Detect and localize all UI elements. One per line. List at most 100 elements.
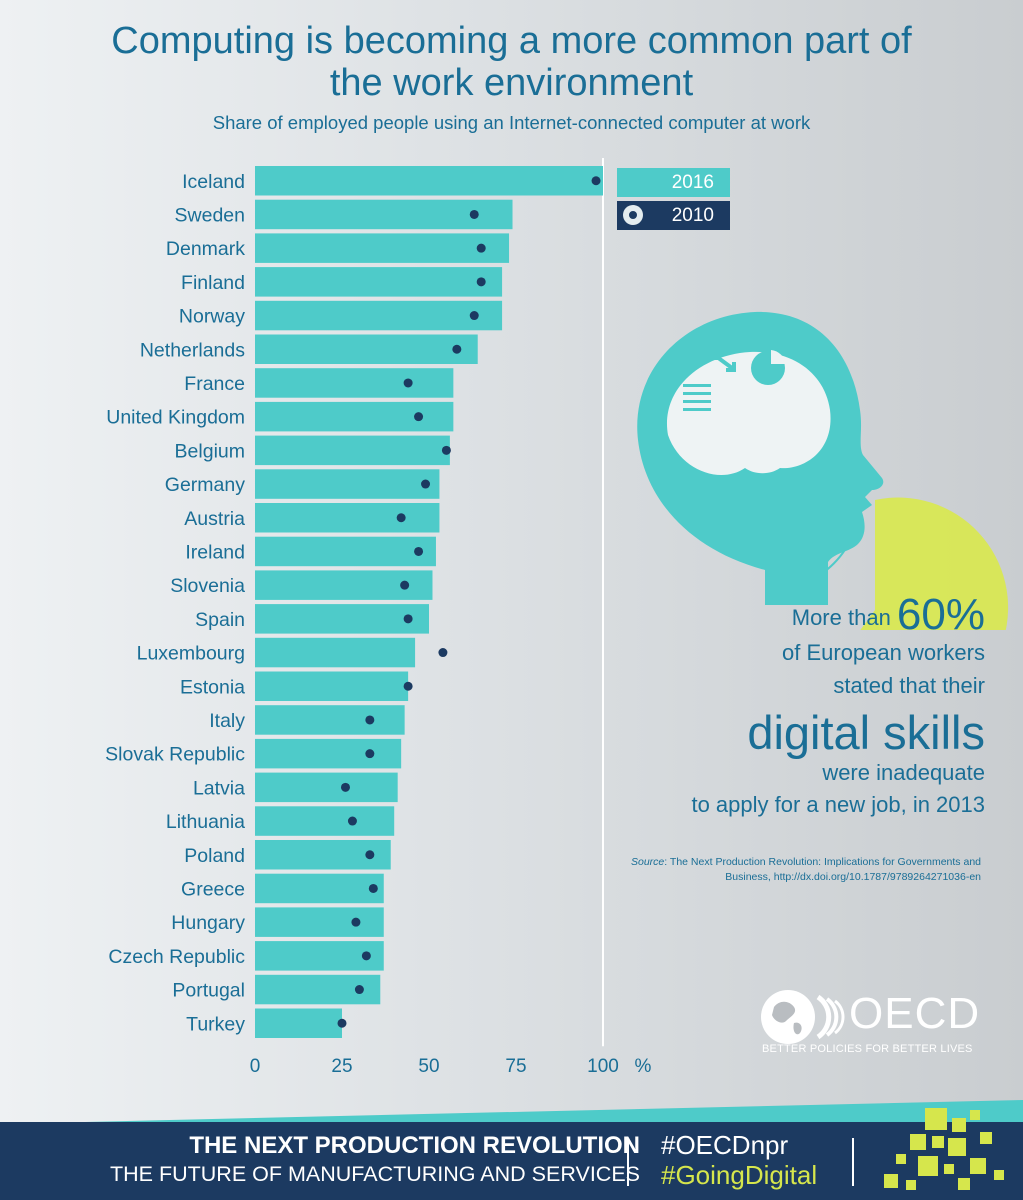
dot-2010 xyxy=(441,445,451,455)
country-label: Belgium xyxy=(175,440,245,462)
dot-2010 xyxy=(347,816,357,826)
source-label: Source xyxy=(631,856,665,868)
x-tick-label: 50 xyxy=(418,1056,439,1077)
chart-subtitle: Share of employed people using an Intern… xyxy=(212,112,811,133)
bar-2016 xyxy=(255,401,454,432)
bar-2016 xyxy=(255,503,440,533)
country-label: Estonia xyxy=(180,676,245,698)
bar-2016 xyxy=(255,738,402,769)
dot-2010 xyxy=(361,951,371,961)
bar-2016 xyxy=(255,300,503,331)
dot-2010 xyxy=(365,749,375,759)
bar-2016 xyxy=(255,772,398,803)
dot-2010 xyxy=(403,681,413,691)
source-text: : The Next Production Revolution: Implic… xyxy=(664,856,981,883)
x-tick-label: 0 xyxy=(250,1056,261,1077)
dot-2010 xyxy=(354,985,364,995)
country-label: Lithuania xyxy=(166,811,245,833)
dot-2010 xyxy=(421,479,431,489)
dot-2010 xyxy=(452,344,462,354)
hashtag-goingdigital[interactable]: #GoingDigital xyxy=(661,1160,818,1190)
chart-title: Computing is becoming a more common part… xyxy=(0,20,1023,104)
bar-2016 xyxy=(255,907,384,937)
legend-dot-icon xyxy=(623,205,643,225)
head-silhouette-icon xyxy=(637,311,1009,630)
oecd-logo-text: OECD xyxy=(849,989,981,1038)
dot-2010 xyxy=(368,883,378,893)
x-unit-label: % xyxy=(635,1056,652,1077)
country-label: Finland xyxy=(181,272,245,294)
country-label: Hungary xyxy=(171,912,245,934)
dot-2010 xyxy=(396,513,406,523)
pixel-squares-icon xyxy=(884,1108,1004,1190)
dot-2010 xyxy=(403,614,413,624)
callout-prefix: More than xyxy=(791,605,897,630)
country-label: Denmark xyxy=(166,238,245,260)
footer-divider xyxy=(627,1138,629,1186)
bar-2016 xyxy=(255,267,503,297)
country-label: Germany xyxy=(165,474,245,496)
country-label: Ireland xyxy=(185,541,245,563)
callout-percent: 60% xyxy=(896,590,985,639)
x-tick-label: 75 xyxy=(505,1056,526,1077)
footer-divider-2 xyxy=(852,1138,854,1186)
bar-2016 xyxy=(255,469,440,499)
country-label: Spain xyxy=(195,609,245,631)
country-label: Luxembourg xyxy=(137,643,245,665)
bar-2016 xyxy=(255,873,384,904)
legend-2016-label: 2016 xyxy=(671,172,714,193)
callout-digital-skills: digital skills xyxy=(747,706,985,759)
dot-2010 xyxy=(403,378,413,388)
bar-chart: Iceland Sweden Denmark Finland Norway Netherl… xyxy=(105,158,652,1077)
country-label: Turkey xyxy=(186,1013,245,1035)
country-label: Slovenia xyxy=(170,575,245,597)
dot-2010 xyxy=(351,917,361,927)
callout-line-5: were inadequate xyxy=(822,760,985,785)
country-label: Austria xyxy=(184,508,245,530)
title-line-2: the work environment xyxy=(329,62,694,104)
country-label: Iceland xyxy=(182,171,245,193)
footer-accent-strip xyxy=(0,1100,1023,1124)
dot-2010 xyxy=(476,243,486,253)
x-tick-label: 100 xyxy=(587,1056,619,1077)
country-label: Netherlands xyxy=(140,339,245,361)
country-label: Italy xyxy=(209,710,245,732)
country-label: Portugal xyxy=(172,980,245,1002)
country-label: Norway xyxy=(179,306,245,328)
footer-title: THE NEXT PRODUCTION REVOLUTION xyxy=(189,1132,640,1159)
bar-2016 xyxy=(255,368,454,398)
callout-line-6: to apply for a new job, in 2013 xyxy=(691,792,985,817)
oecd-globe-icon xyxy=(761,990,845,1044)
callout-line-3: stated that their xyxy=(833,673,985,698)
bar-2016 xyxy=(255,199,513,230)
callout-line-1: More than 60% xyxy=(792,590,985,640)
dot-2010 xyxy=(414,546,424,556)
bar-2016 xyxy=(255,806,395,836)
bar-2016 xyxy=(255,604,429,634)
bar-2016 xyxy=(255,435,450,466)
bar-2016 xyxy=(255,166,603,196)
dot-2010 xyxy=(400,580,410,590)
country-label: Sweden xyxy=(175,204,245,226)
dot-2010 xyxy=(414,412,424,422)
hashtag-oecdnpr[interactable]: #OECDnpr xyxy=(661,1130,789,1160)
dot-2010 xyxy=(476,277,486,287)
country-label: Greece xyxy=(181,878,245,900)
legend-2010-label: 2010 xyxy=(671,205,714,226)
callout-line-2: of European workers xyxy=(782,640,985,665)
legend-2010: 2010 xyxy=(617,201,730,230)
country-label: Slovak Republic xyxy=(105,744,245,766)
bar-2016 xyxy=(255,705,405,735)
bar-2016 xyxy=(255,536,436,567)
bar-2016 xyxy=(255,334,478,364)
source-note: Source: The Next Production Revolution: … xyxy=(591,855,981,885)
country-label: Poland xyxy=(184,845,245,867)
x-tick-label: 25 xyxy=(331,1056,352,1077)
bar-2016 xyxy=(255,671,409,701)
dot-2010 xyxy=(340,782,350,792)
country-label: Latvia xyxy=(193,777,245,799)
country-label: Czech Republic xyxy=(108,946,245,968)
dot-2010 xyxy=(469,209,479,219)
dot-2010 xyxy=(337,1018,347,1028)
country-label: France xyxy=(184,373,245,395)
